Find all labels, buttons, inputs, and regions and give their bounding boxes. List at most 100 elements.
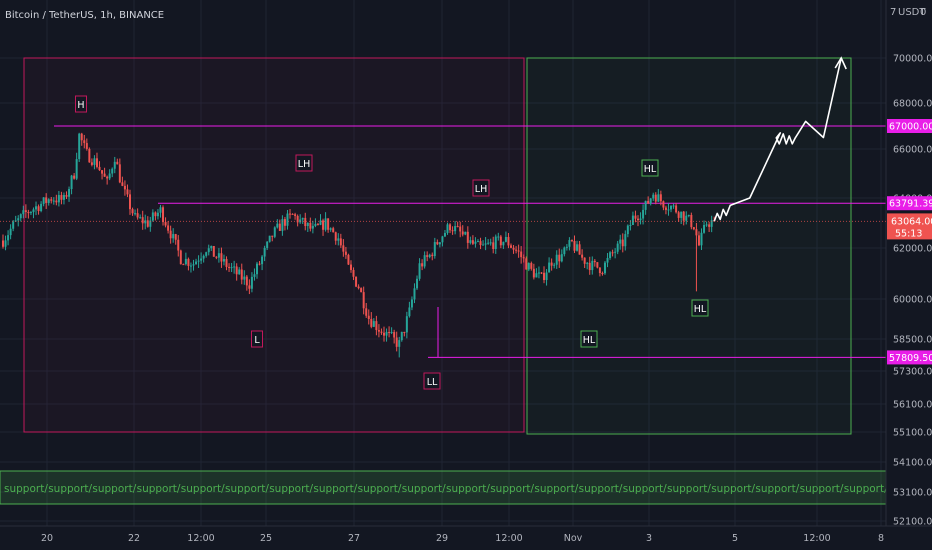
candle-body	[697, 235, 700, 246]
candle-body	[431, 254, 434, 257]
time-tick-label: 8	[878, 533, 884, 544]
candle-body	[141, 217, 144, 224]
candle-body	[548, 262, 551, 273]
price-axis-bg[interactable]	[886, 0, 932, 550]
candle-body	[342, 245, 345, 252]
price-tick-label: 52100.00	[893, 517, 932, 528]
time-tick-label: 27	[348, 533, 360, 544]
candle-body	[398, 340, 401, 347]
candle-body	[370, 318, 373, 327]
candle-body	[454, 226, 457, 232]
candle-body	[4, 240, 7, 247]
candle-body	[9, 228, 12, 236]
swing-label-box	[295, 154, 313, 172]
candle-body	[499, 236, 502, 246]
candle-body	[291, 213, 294, 215]
candle-body	[586, 262, 589, 264]
candle-body	[78, 133, 81, 160]
candle-body	[329, 228, 332, 230]
candle-body	[405, 316, 408, 333]
candle-body	[438, 242, 441, 245]
candle-body	[75, 159, 78, 179]
candle-body	[395, 337, 398, 347]
candle-body	[695, 229, 698, 236]
candle-body	[116, 161, 119, 165]
price-tick-label: 58500.00	[893, 335, 932, 346]
candle-body	[614, 251, 617, 253]
support-banner-word: support/	[667, 483, 711, 495]
candle-body	[12, 221, 15, 229]
candle-body	[134, 213, 137, 215]
candle-body	[360, 288, 363, 293]
candle-body	[88, 148, 91, 163]
candle-body	[489, 242, 492, 244]
countdown-label: 55:13	[895, 228, 922, 239]
projection-arrow	[713, 56, 847, 222]
candle-body	[685, 215, 688, 221]
candle-body	[95, 158, 98, 167]
price-axis[interactable]: 70000.0068000.0066000.0064000.0062000.00…	[893, 54, 932, 528]
level-tag-bg	[887, 196, 932, 211]
candle-body	[540, 272, 543, 274]
candle-body	[476, 241, 479, 243]
candle-body	[410, 299, 413, 308]
currency-label[interactable]: USDT	[898, 7, 926, 18]
candle-body	[710, 220, 713, 227]
candle-body	[527, 263, 530, 270]
candle-body	[581, 254, 584, 258]
candle-body	[616, 243, 619, 252]
support-banner-word: support/	[358, 483, 402, 495]
candle-body	[334, 232, 337, 241]
time-axis[interactable]: 20 22 12:00 25 27 29 12:00 Nov 3 5 12:00 8	[41, 533, 884, 544]
candle-body	[565, 246, 568, 248]
time-tick-label: 25	[260, 533, 272, 544]
candle-body	[29, 212, 32, 214]
time-tick-label: 20	[41, 533, 53, 544]
candle-body	[413, 288, 416, 300]
symbol-title: Bitcoin / TetherUS, 1h, BINANCE	[5, 10, 164, 21]
candle-body	[436, 242, 439, 245]
candle-body	[207, 248, 210, 253]
candle-body	[362, 292, 365, 309]
candle-body	[286, 213, 289, 226]
candle-body	[421, 263, 424, 267]
candle-body	[42, 197, 45, 204]
menu-glyph[interactable]: 0	[920, 7, 926, 18]
candle-body	[545, 272, 548, 281]
candle-body	[670, 206, 673, 210]
candle-body	[596, 262, 599, 268]
candle-body	[631, 215, 634, 225]
candle-body	[705, 224, 708, 226]
projection-path	[713, 57, 842, 222]
candle-body	[332, 228, 335, 233]
candle-body	[156, 212, 159, 217]
candle-body	[352, 269, 355, 277]
support-banner-word: support/	[92, 483, 136, 495]
candle-body	[657, 194, 660, 202]
time-tick-label: 22	[128, 533, 140, 544]
candle-body	[383, 332, 385, 336]
candle-body	[593, 260, 596, 263]
candle-body	[258, 263, 261, 265]
candle-body	[601, 273, 604, 275]
candle-body	[195, 261, 198, 265]
swing-label: LH	[298, 159, 310, 170]
price-tick-label: 62000.00	[893, 244, 932, 255]
candle-body	[217, 253, 220, 258]
support-banner-word: support/	[402, 483, 446, 495]
level-tag-label: 57809.50	[889, 353, 932, 364]
red-zone-box	[23, 57, 525, 433]
candle-body	[471, 240, 474, 244]
candle-body	[492, 242, 495, 249]
candle-body	[55, 200, 58, 203]
candle-body	[24, 210, 27, 213]
price-tick-label: 57300.00	[893, 367, 932, 378]
candle-body	[675, 205, 678, 213]
candle-body	[517, 250, 520, 252]
candle-body	[164, 222, 167, 226]
candle-body	[60, 195, 63, 200]
candle-body	[250, 276, 253, 289]
candle-body	[103, 173, 106, 177]
candle-body	[621, 239, 624, 247]
candle-body	[393, 332, 396, 338]
